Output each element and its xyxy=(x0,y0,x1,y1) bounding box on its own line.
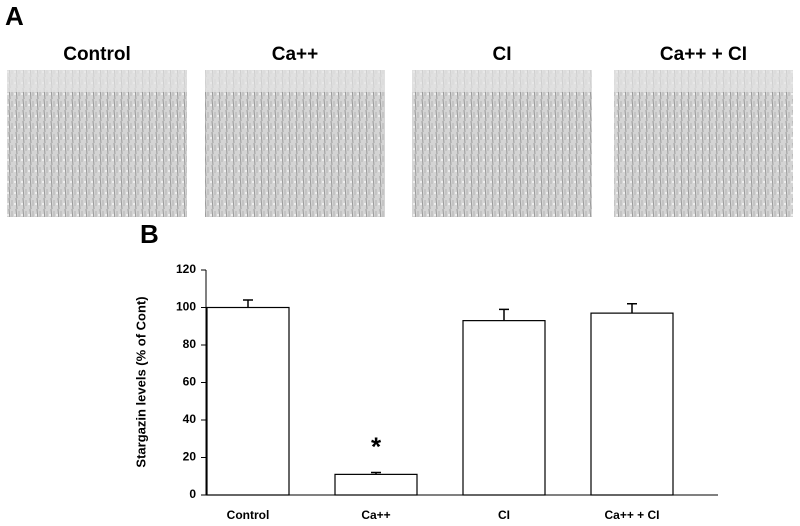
image-title: Ca++ + CI xyxy=(660,44,747,65)
panel-label: B xyxy=(140,219,159,249)
micrograph xyxy=(614,70,793,217)
micrographs: Control Ca++ CI Ca++ + CI xyxy=(7,44,793,217)
y-tick-label: 0 xyxy=(189,487,196,501)
x-tick-label: Ca++ xyxy=(361,508,390,522)
micrograph-band xyxy=(412,70,592,92)
y-tick-label: 100 xyxy=(176,300,196,314)
micrograph-band xyxy=(7,70,187,92)
y-axis-label: Stargazin levels (% of Cont) xyxy=(133,296,148,467)
x-tick-label: Ca++ + CI xyxy=(604,508,659,522)
micrograph xyxy=(7,70,187,217)
bar xyxy=(590,312,674,496)
panel-label: A xyxy=(5,1,24,31)
y-tick-label: 40 xyxy=(183,412,197,426)
image-title: Ca++ xyxy=(272,44,318,65)
micrograph-band xyxy=(205,70,385,92)
bar xyxy=(334,473,418,496)
y-tick-label: 120 xyxy=(176,262,196,276)
bar xyxy=(462,320,546,496)
chart: B 0 20 40 60 80 100 120 Stargazin levels (% of C… xyxy=(133,219,718,522)
micrograph xyxy=(205,70,385,217)
y-tick-label: 60 xyxy=(183,375,197,389)
image-title: Control xyxy=(63,44,131,65)
micrograph-band xyxy=(614,70,793,92)
x-tick-label: CI xyxy=(498,508,510,522)
x-tick-label: Control xyxy=(227,508,270,522)
significance-marker: * xyxy=(371,431,382,461)
micrograph xyxy=(412,70,592,217)
image-title: CI xyxy=(493,44,512,65)
bar xyxy=(206,306,290,496)
y-tick-label: 80 xyxy=(183,337,197,351)
y-tick-label: 20 xyxy=(183,450,197,464)
